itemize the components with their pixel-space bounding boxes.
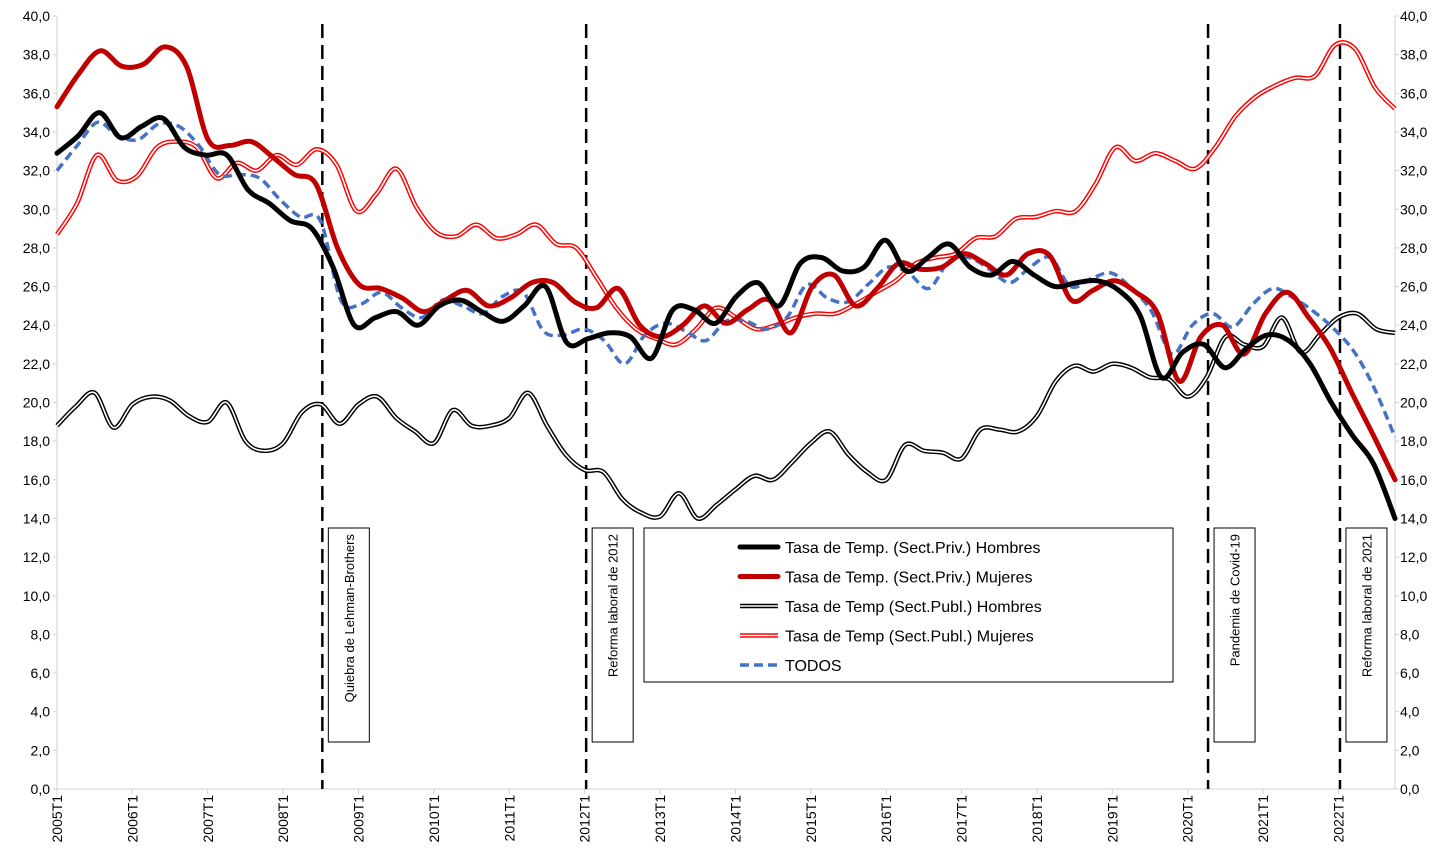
y-tick-label-left: 14,0 (23, 510, 50, 526)
legend-item: Tasa de Temp (Sect.Publ.) Mujeres (740, 629, 1034, 646)
x-tick-label: 2019T1 (1104, 795, 1120, 843)
y-tick-label-left: 32,0 (23, 163, 50, 179)
legend-item: Tasa de Temp. (Sect.Priv.) Mujeres (737, 570, 1033, 587)
legend: Tasa de Temp. (Sect.Priv.) Hombres Tasa d… (643, 527, 1174, 683)
x-tick-label: 2012T1 (577, 795, 593, 843)
y-tick-label-left: 20,0 (23, 395, 50, 411)
y-tick-label-right: 24,0 (1400, 317, 1427, 333)
y-tick-label-left: 8,0 (31, 626, 51, 642)
y-tick-label-left: 24,0 (23, 317, 50, 333)
y-tick-label-left: 30,0 (23, 201, 50, 217)
legend-label: TODOS (785, 658, 842, 675)
y-tick-label-left: 26,0 (23, 279, 50, 295)
x-tick-label: 2005T1 (49, 795, 65, 843)
x-tick-label: 2006T1 (124, 795, 140, 843)
y-tick-label-left: 10,0 (23, 588, 50, 604)
legend-label: Tasa de Temp (Sect.Publ.) Mujeres (785, 629, 1034, 646)
y-tick-label-right: 22,0 (1400, 356, 1427, 372)
y-tick-label-right: 36,0 (1400, 85, 1427, 101)
y-tick-label-right: 6,0 (1400, 665, 1420, 681)
y-tick-label-left: 40,0 (23, 8, 50, 24)
y-tick-label-left: 0,0 (31, 781, 51, 797)
y-tick-label-right: 20,0 (1400, 395, 1427, 411)
legend-item: Tasa de Temp (Sect.Publ.) Hombres (740, 599, 1042, 616)
series-publ-hombres (55, 310, 1396, 521)
y-tick-label-left: 34,0 (23, 124, 50, 140)
y-tick-label-left: 36,0 (23, 85, 50, 101)
annotation-4: Reforma laboral de 2021 (1345, 527, 1388, 743)
legend-label: Tasa de Temp (Sect.Publ.) Hombres (785, 599, 1042, 616)
y-tick-label-right: 2,0 (1400, 742, 1420, 758)
y-tick-label-right: 30,0 (1400, 201, 1427, 217)
y-tick-label-right: 4,0 (1400, 704, 1420, 720)
y-tick-label-left: 22,0 (23, 356, 50, 372)
y-tick-label-left: 2,0 (31, 742, 51, 758)
y-tick-label-left: 16,0 (23, 472, 50, 488)
y-tick-label-left: 4,0 (31, 704, 51, 720)
annotation-2: Reforma laboral de 2012 (591, 527, 634, 743)
y-tick-label-right: 16,0 (1400, 472, 1427, 488)
annotation-box (1213, 527, 1256, 743)
x-tick-label: 2017T1 (954, 795, 970, 843)
x-tick-label: 2010T1 (426, 795, 442, 843)
x-tick-label: 2007T1 (200, 795, 216, 843)
x-tick-label: 2016T1 (878, 795, 894, 843)
annotation-label: Reforma laboral de 2021 (1359, 534, 1374, 677)
x-tick-label: 2011T1 (501, 795, 517, 842)
legend-label: Tasa de Temp. (Sect.Priv.) Mujeres (785, 570, 1033, 587)
x-tick-label: 2015T1 (803, 795, 819, 843)
y-tick-label-right: 32,0 (1400, 163, 1427, 179)
y-tick-label-right: 26,0 (1400, 279, 1427, 295)
y-tick-label-left: 6,0 (31, 665, 51, 681)
y-tick-label-right: 40,0 (1400, 8, 1427, 24)
x-tick-label: 2008T1 (275, 795, 291, 843)
y-tick-label-right: 38,0 (1400, 47, 1427, 63)
legend-item: Tasa de Temp. (Sect.Priv.) Hombres (737, 540, 1041, 557)
x-tick-label: 2018T1 (1029, 795, 1045, 843)
annotation-box (1345, 527, 1388, 743)
y-tick-label-right: 14,0 (1400, 510, 1427, 526)
series-publ-hombres-line-inner (56, 312, 1396, 520)
y-tick-label-left: 12,0 (23, 549, 50, 565)
y-tick-label-right: 10,0 (1400, 588, 1427, 604)
y-tick-label-right: 8,0 (1400, 626, 1420, 642)
y-tick-label-right: 34,0 (1400, 124, 1427, 140)
y-tick-label-right: 28,0 (1400, 240, 1427, 256)
annotation-label: Reforma laboral de 2012 (606, 534, 621, 677)
x-tick-label: 2020T1 (1180, 795, 1196, 843)
x-tick-label: 2009T1 (351, 795, 367, 843)
x-tick-label: 2022T1 (1330, 795, 1346, 843)
y-tick-label-left: 38,0 (23, 47, 50, 63)
y-tick-label-left: 28,0 (23, 240, 50, 256)
annotation-1: Quiebra de Lehman-Brothers (327, 527, 370, 743)
legend-box (643, 527, 1174, 683)
y-tick-label-right: 18,0 (1400, 433, 1427, 449)
x-tick-label: 2013T1 (652, 795, 668, 843)
annotation-label: Quiebra de Lehman-Brothers (342, 534, 357, 703)
annotation-box (327, 527, 370, 743)
legend-label: Tasa de Temp. (Sect.Priv.) Hombres (785, 540, 1041, 557)
legend-item: TODOS (740, 658, 842, 675)
y-tick-label-left: 18,0 (23, 433, 50, 449)
axes: 0,0 0,0 2,0 2,0 4,0 4,0 6,0 6,0 8,0 8,0 10,0 10,0 12… (23, 8, 1428, 842)
annotation-label: Pandemia de Covid-19 (1228, 534, 1243, 666)
annotation-boxes: Quiebra de Lehman-Brothers Reforma labora… (327, 527, 1388, 743)
series-priv-hombres-line (54, 110, 1398, 521)
x-tick-label: 2014T1 (727, 795, 743, 843)
annotation-box (591, 527, 634, 743)
series-priv-hombres (54, 110, 1398, 521)
y-tick-label-right: 0,0 (1400, 781, 1420, 797)
annotation-3: Pandemia de Covid-19 (1213, 527, 1256, 743)
series-group (54, 40, 1398, 521)
x-tick-label: 2021T1 (1255, 795, 1271, 843)
y-tick-label-right: 12,0 (1400, 549, 1427, 565)
